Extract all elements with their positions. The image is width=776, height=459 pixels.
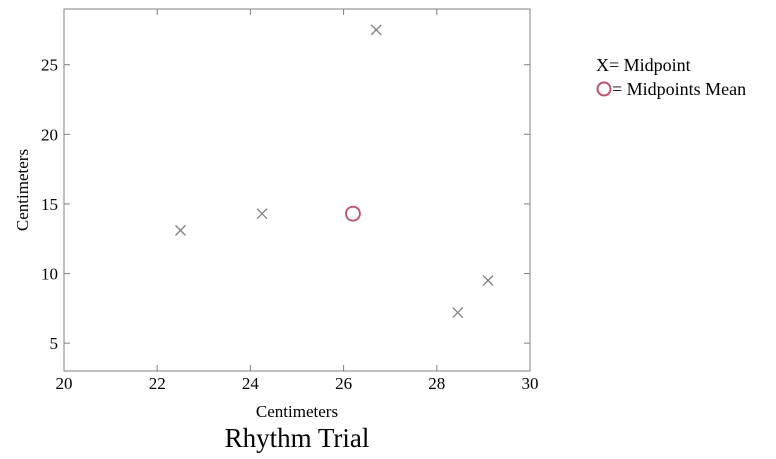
x-tick-label: 26 xyxy=(335,374,352,393)
x-axis-label: Centimeters xyxy=(256,402,338,421)
midpoint-marker xyxy=(256,208,268,220)
midpoint-marker xyxy=(452,307,464,318)
legend-circle-marker xyxy=(596,81,612,97)
midpoint-marker xyxy=(482,275,494,286)
y-tick-label: 20 xyxy=(41,125,58,144)
midpoints-mean-marker xyxy=(345,205,361,222)
legend: X= Midpoint = Midpoints Mean xyxy=(596,55,746,99)
midpoint-marker xyxy=(370,24,382,36)
x-tick-label: 28 xyxy=(428,374,445,393)
plot-area-frame xyxy=(63,8,531,372)
data-points xyxy=(175,24,494,318)
x-axis-ticks: 20 22 24 26 28 30 xyxy=(56,9,539,393)
y-tick-label: 10 xyxy=(41,265,58,284)
y-tick-label: 25 xyxy=(41,56,58,75)
y-tick-label: 5 xyxy=(50,334,59,353)
chart-title: Rhythm Trial xyxy=(225,423,370,453)
x-tick-label: 20 xyxy=(56,374,73,393)
legend-entry-midpoints-mean: = Midpoints Mean xyxy=(612,79,746,99)
x-tick-label: 30 xyxy=(522,374,539,393)
x-tick-label: 24 xyxy=(242,374,260,393)
y-axis-label: Centimeters xyxy=(13,149,32,231)
y-axis-ticks: 5 10 15 20 25 xyxy=(41,56,530,353)
x-tick-label: 22 xyxy=(149,374,166,393)
y-tick-label: 15 xyxy=(41,195,58,214)
midpoint-marker xyxy=(175,224,186,236)
legend-entry-midpoint: X= Midpoint xyxy=(596,55,691,75)
